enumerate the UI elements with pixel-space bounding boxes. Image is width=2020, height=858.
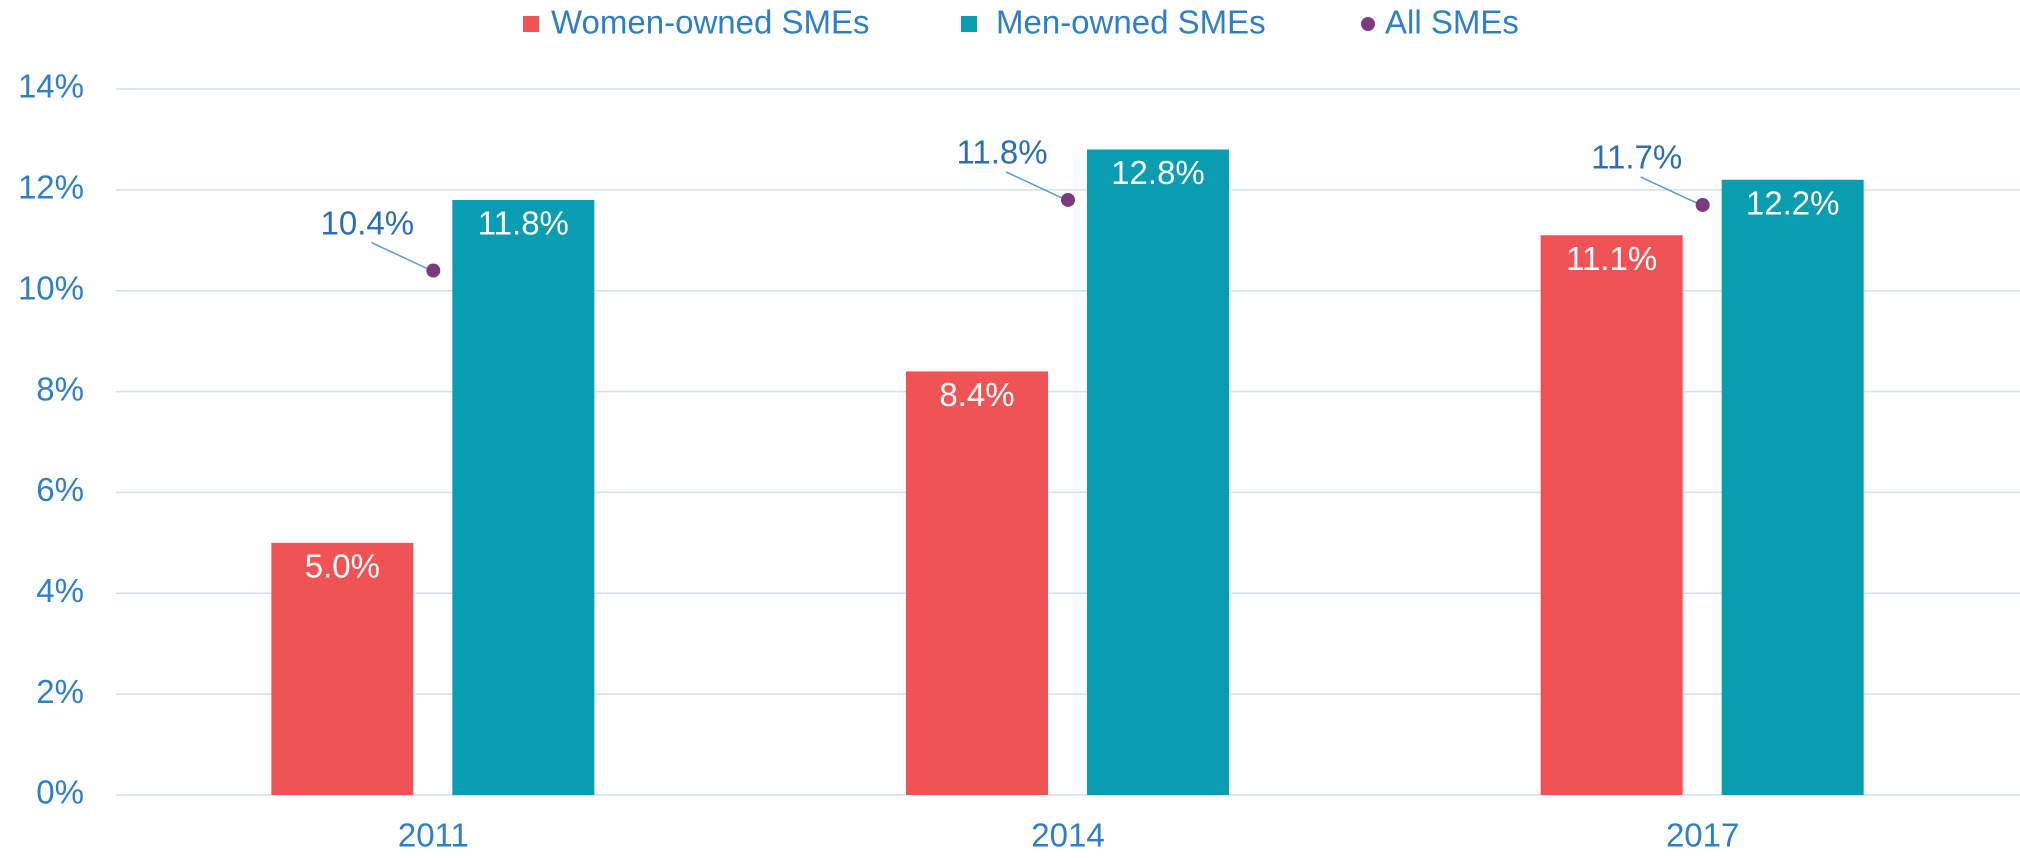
data-label: 12.2% <box>1746 184 1840 221</box>
data-label: 11.8% <box>956 134 1047 171</box>
bar <box>1087 149 1229 795</box>
data-label: 11.7% <box>1591 139 1682 176</box>
y-tick-label: 6% <box>36 471 84 508</box>
data-label: 10.4% <box>321 204 415 241</box>
legend-label: All SMEs <box>1385 4 1519 41</box>
y-tick-label: 12% <box>18 169 84 206</box>
legend-swatch <box>523 16 539 32</box>
leader-line <box>1640 176 1697 204</box>
legend-swatch <box>961 16 977 32</box>
data-label: 11.1% <box>1566 240 1657 277</box>
y-tick-label: 4% <box>36 572 84 609</box>
legend-label: Men-owned SMEs <box>996 4 1266 41</box>
bar <box>452 199 595 795</box>
x-tick-label: 2014 <box>1031 817 1104 854</box>
bar <box>906 371 1048 795</box>
data-label: 12.8% <box>1111 154 1205 191</box>
leader-line <box>371 241 428 270</box>
y-tick-label: 0% <box>36 774 84 811</box>
y-tick-label: 2% <box>36 673 84 710</box>
data-label: 8.4% <box>939 376 1014 413</box>
y-tick-label: 8% <box>36 370 84 407</box>
bar <box>271 542 414 795</box>
dot <box>1061 192 1075 207</box>
legend-label: Women-owned SMEs <box>551 4 870 41</box>
data-label: 11.8% <box>478 205 569 242</box>
legend-marker <box>1361 17 1375 31</box>
leader-line <box>1005 171 1063 199</box>
y-tick-label: 14% <box>18 68 84 105</box>
dot <box>1695 197 1710 212</box>
dot <box>426 263 441 278</box>
bar <box>1540 235 1683 795</box>
bar <box>1721 179 1864 795</box>
x-tick-label: 2011 <box>398 817 469 854</box>
x-tick-label: 2017 <box>1666 817 1739 854</box>
data-label: 5.0% <box>305 548 380 585</box>
y-tick-label: 10% <box>18 269 84 306</box>
